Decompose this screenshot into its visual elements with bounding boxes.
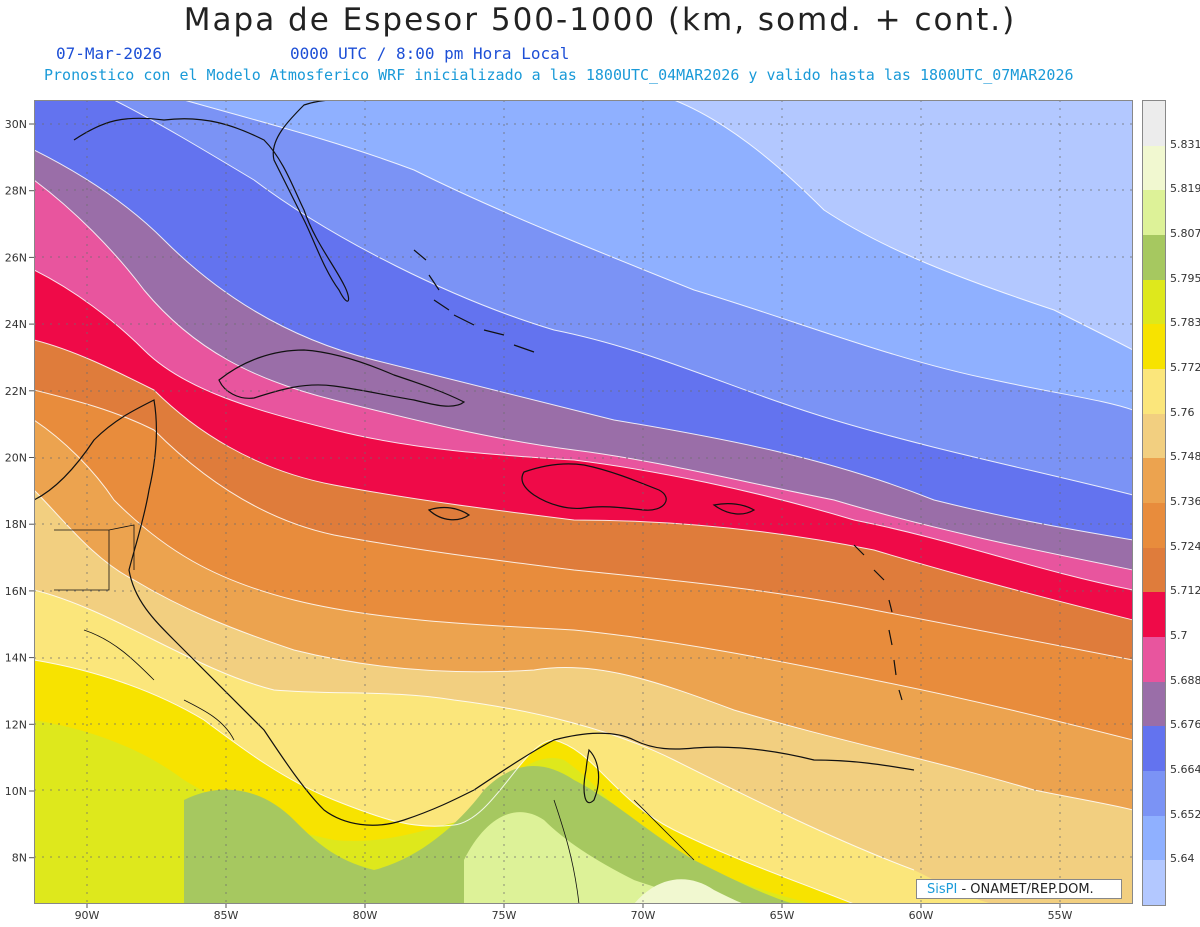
lake-maracaibo-coastline (583, 748, 600, 804)
legend-label: 5.819 (1170, 182, 1200, 196)
legend-swatch (1143, 637, 1165, 683)
thickness-map (34, 100, 1133, 904)
lat-label: 26N (5, 251, 27, 264)
forecast-time: 0000 UTC / 8:00 pm Hora Local (290, 44, 570, 63)
color-legend (1142, 100, 1166, 906)
lat-label: 14N (5, 652, 27, 665)
lat-label: 20N (5, 452, 27, 465)
lat-label: 10N (5, 785, 27, 798)
lat-label: 18N (5, 518, 27, 531)
legend-label: 5.64 (1170, 852, 1195, 866)
legend-swatch (1143, 771, 1165, 817)
lat-label: 8N (12, 852, 27, 865)
legend-swatch (1143, 235, 1165, 281)
legend-label: 5.712 (1170, 584, 1200, 598)
south-america-coastline (473, 732, 915, 791)
legend-swatch (1143, 101, 1165, 147)
country-borders (54, 524, 695, 904)
coastlines (34, 100, 915, 904)
legend-label: 5.652 (1170, 807, 1200, 821)
lon-label: 85W (214, 909, 239, 922)
map-frame (34, 100, 1133, 904)
legend-label: 5.724 (1170, 539, 1200, 553)
jamaica-coastline (427, 506, 471, 521)
lon-label: 75W (492, 909, 517, 922)
legend-label: 5.736 (1170, 495, 1200, 508)
map-title: Mapa de Espesor 500-1000 (km, somd. + co… (183, 2, 1017, 38)
lon-label: 80W (353, 909, 378, 922)
lat-label: 22N (5, 385, 27, 398)
bahamas-coastline (413, 249, 535, 353)
band-5831 (634, 879, 744, 904)
lat-label: 30N (5, 118, 27, 131)
legend-swatch (1143, 726, 1165, 772)
legend-label: 5.772 (1170, 361, 1200, 374)
legend-swatch (1143, 458, 1165, 504)
credit-box: SisPI - ONAMET/REP.DOM. (916, 879, 1122, 899)
cuba-coastline (218, 349, 466, 407)
lon-label: 60W (909, 909, 934, 922)
lon-label: 55W (1048, 909, 1073, 922)
lat-label: 16N (5, 585, 27, 598)
credit-text: - ONAMET/REP.DOM. (961, 882, 1094, 897)
legend-label: 5.831 (1170, 137, 1200, 151)
forecast-date: 07-Mar-2026 (56, 44, 162, 63)
central-america-coastline (34, 399, 475, 826)
legend-swatch (1143, 145, 1165, 191)
lesser-antilles-coastline (853, 544, 903, 701)
shaded-bands (34, 100, 1133, 904)
legend-swatch (1143, 503, 1165, 549)
contour-lines (34, 100, 1133, 904)
lat-axis: 30N 28N 26N 24N 22N 20N 18N 16N 14N 12N 10N 8N (5, 118, 34, 865)
lon-label: 90W (75, 909, 100, 922)
florida-coastline (73, 100, 350, 302)
lat-label: 28N (5, 185, 27, 198)
legend-swatch (1143, 681, 1165, 727)
legend-label: 5.7 (1170, 629, 1188, 642)
legend-label: 5.76 (1170, 405, 1195, 419)
legend-label: 5.688 (1170, 673, 1200, 687)
legend-label: 5.664 (1170, 763, 1200, 776)
legend-swatch (1143, 413, 1165, 459)
legend-swatch (1143, 369, 1165, 415)
lat-label: 24N (5, 318, 27, 331)
map-subtitle: Pronostico con el Modelo Atmosferico WRF… (44, 66, 1074, 84)
legend-swatch (1143, 815, 1165, 861)
hispaniola-coastline (521, 463, 667, 511)
puerto-rico-coastline (712, 503, 756, 515)
legend-swatch (1143, 324, 1165, 370)
credit-brand: SisPI (927, 882, 958, 897)
legend-swatch (1143, 860, 1165, 906)
lon-label: 65W (770, 909, 795, 922)
legend-swatch (1143, 279, 1165, 325)
lat-lon-grid (34, 100, 1133, 904)
legend-label: 5.783 (1170, 316, 1200, 330)
legend-label: 5.748 (1170, 450, 1200, 464)
legend-label: 5.795 (1170, 271, 1200, 285)
lon-axis: 90W 85W 80W 75W 70W 65W 60W 55W (75, 904, 1073, 922)
lon-label: 70W (631, 909, 656, 922)
legend-swatch (1143, 592, 1165, 638)
lat-label: 12N (5, 718, 27, 731)
band-5819 (464, 812, 714, 904)
legend-label: 5.676 (1170, 718, 1200, 732)
legend-label: 5.807 (1170, 227, 1200, 240)
legend-swatch (1143, 190, 1165, 236)
legend-swatch (1143, 547, 1165, 593)
